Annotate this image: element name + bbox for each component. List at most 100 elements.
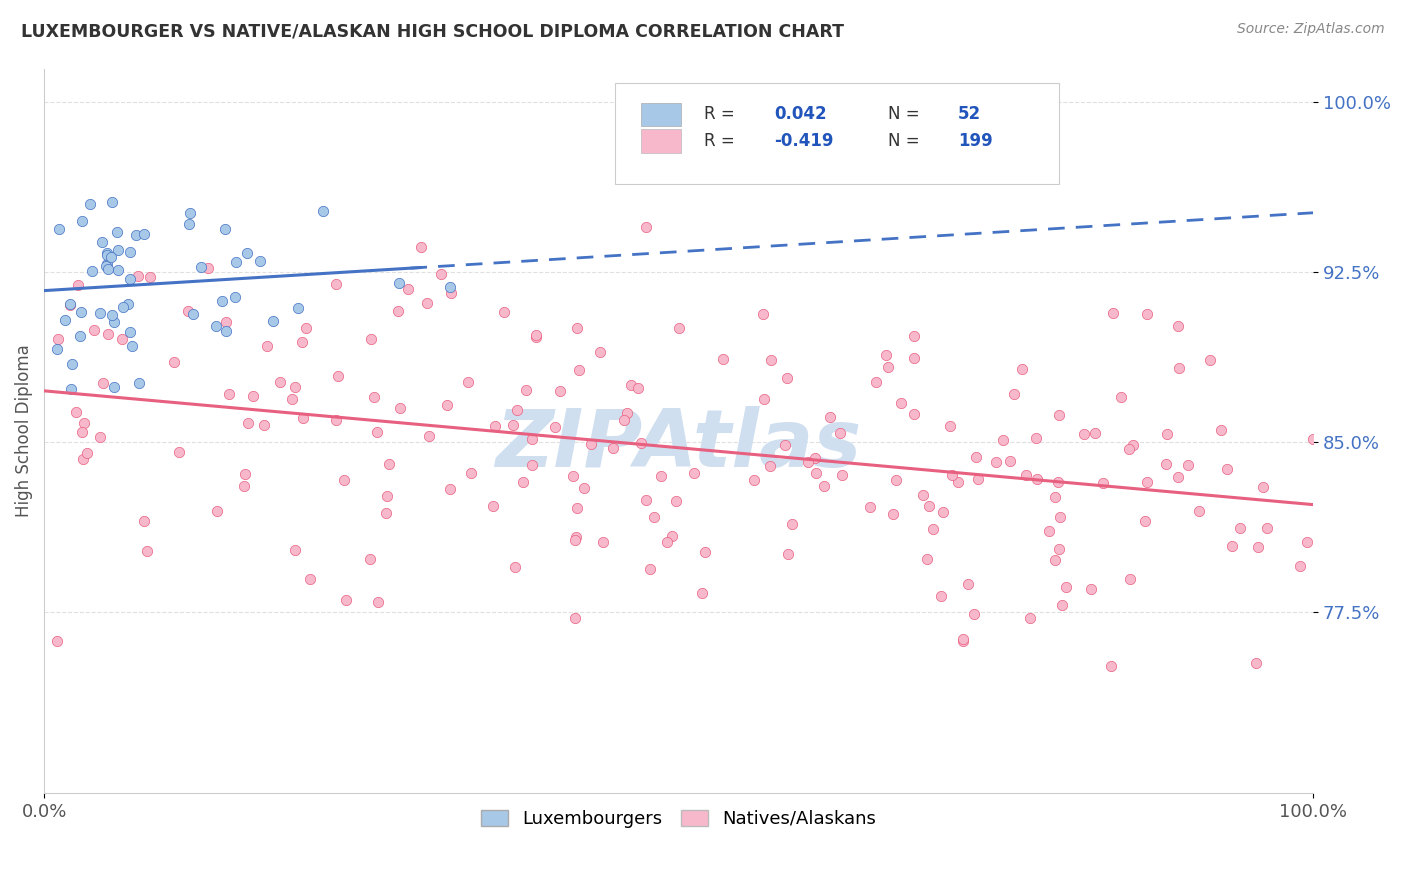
Point [375, 507, 398, 521]
Point [484, 419, 506, 434]
Point [1025, 472, 1047, 486]
Point [1209, 423, 1232, 437]
Point [952, 632, 974, 646]
Point [232, 479, 254, 493]
FancyBboxPatch shape [641, 103, 682, 126]
Point [512, 475, 534, 489]
Point [335, 593, 357, 607]
Point [515, 383, 537, 397]
Point [630, 436, 652, 450]
Point [752, 392, 775, 407]
Point [564, 533, 586, 547]
Text: -0.419: -0.419 [773, 132, 834, 150]
Point [882, 507, 904, 521]
Point [439, 482, 461, 496]
Point [120, 325, 142, 339]
Point [262, 314, 284, 328]
Point [179, 217, 201, 231]
Point [367, 595, 389, 609]
Point [1288, 558, 1310, 573]
Point [759, 458, 782, 473]
Point [388, 401, 411, 415]
Point [214, 222, 236, 236]
Point [796, 455, 818, 469]
Y-axis label: High School Diploma: High School Diploma [15, 344, 32, 517]
Point [45, 633, 67, 648]
Point [96, 246, 118, 260]
Point [73, 416, 96, 430]
Point [1122, 438, 1144, 452]
Point [46, 332, 69, 346]
Point [520, 458, 543, 473]
Point [1047, 475, 1070, 489]
Point [1019, 610, 1042, 624]
Point [683, 466, 706, 480]
Point [312, 204, 335, 219]
Point [167, 445, 190, 459]
Point [1216, 462, 1239, 476]
Point [292, 411, 315, 425]
Point [94, 260, 117, 274]
Point [460, 467, 482, 481]
Point [1168, 361, 1191, 376]
Text: Source: ZipAtlas.com: Source: ZipAtlas.com [1237, 22, 1385, 37]
Point [70, 213, 93, 227]
Point [963, 607, 986, 622]
Point [179, 206, 201, 220]
Point [269, 376, 291, 390]
Point [1246, 656, 1268, 670]
Point [93, 376, 115, 390]
Text: N =: N = [889, 105, 925, 123]
Point [693, 545, 716, 559]
Point [298, 573, 321, 587]
Point [620, 378, 643, 392]
Point [418, 428, 440, 442]
Point [921, 523, 943, 537]
Point [378, 458, 401, 472]
Point [804, 467, 827, 481]
Point [636, 493, 658, 508]
Text: 0.042: 0.042 [773, 105, 827, 123]
Point [911, 488, 934, 502]
Point [657, 535, 679, 549]
Point [46, 342, 69, 356]
Point [225, 255, 247, 269]
Point [562, 469, 585, 483]
Point [97, 327, 120, 342]
Point [176, 303, 198, 318]
Point [1136, 475, 1159, 490]
Point [1296, 534, 1319, 549]
Point [326, 368, 349, 383]
Point [1133, 515, 1156, 529]
Point [1043, 553, 1066, 567]
Point [69, 329, 91, 343]
Point [89, 430, 111, 444]
Point [1038, 524, 1060, 539]
Point [396, 282, 419, 296]
Point [804, 450, 827, 465]
Text: 52: 52 [957, 105, 981, 123]
Point [1047, 542, 1070, 557]
Point [875, 348, 897, 362]
Point [89, 306, 111, 320]
Point [125, 228, 148, 243]
Point [564, 611, 586, 625]
Point [1073, 426, 1095, 441]
Point [865, 375, 887, 389]
Text: LUXEMBOURGER VS NATIVE/ALASKAN HIGH SCHOOL DIPLOMA CORRELATION CHART: LUXEMBOURGER VS NATIVE/ALASKAN HIGH SCHO… [21, 22, 844, 40]
Point [1011, 362, 1033, 376]
Point [280, 392, 302, 406]
Point [181, 307, 204, 321]
Point [818, 409, 841, 424]
Point [650, 469, 672, 483]
Point [83, 323, 105, 337]
Point [112, 300, 135, 314]
Point [388, 277, 411, 291]
Point [1256, 521, 1278, 535]
Point [1109, 390, 1132, 404]
Point [1047, 408, 1070, 422]
Point [665, 493, 688, 508]
Point [903, 407, 925, 421]
Point [91, 235, 114, 249]
Point [111, 332, 134, 346]
